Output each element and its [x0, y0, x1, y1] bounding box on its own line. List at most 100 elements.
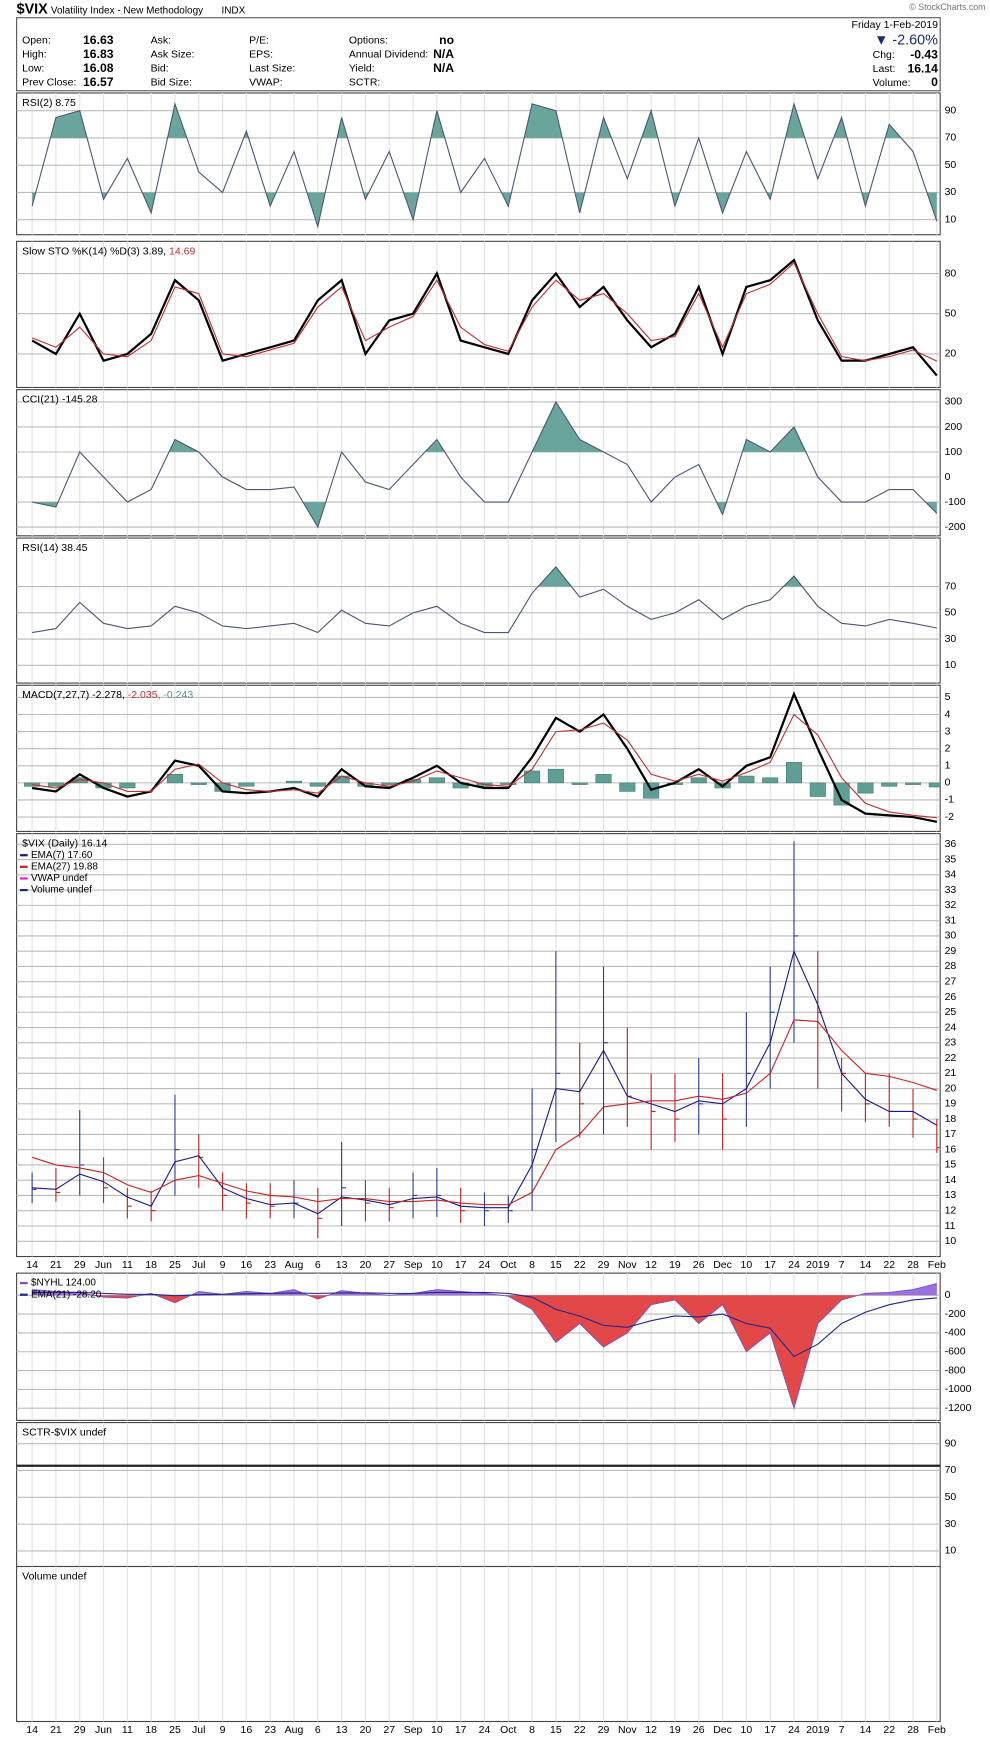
field-label: Volume: — [873, 77, 911, 89]
x-tick-label: 22 — [574, 1259, 586, 1271]
y-tick-label: -400 — [945, 1327, 966, 1339]
histogram-bar — [428, 777, 445, 784]
x-tick-label: 21 — [50, 1724, 62, 1736]
x-tick-label: Feb — [928, 1259, 946, 1271]
panel-plot — [31, 841, 941, 1239]
x-tick-label: 10 — [741, 1724, 753, 1736]
x-tick-label: Oct — [500, 1724, 516, 1736]
y-tick-label: -800 — [945, 1364, 966, 1376]
x-tick-label: Oct — [500, 1259, 516, 1271]
x-tick-label: 15 — [550, 1259, 562, 1271]
x-tick-label: 2019 — [806, 1724, 830, 1736]
field-value: N/A — [433, 61, 454, 75]
y-tick-label: 26 — [945, 991, 957, 1003]
y-tick-label: -200 — [945, 521, 966, 533]
field-label: Bid Size: — [151, 77, 192, 89]
y-tick-label: 50 — [945, 308, 957, 320]
y-tick-label: 1 — [945, 760, 951, 772]
histogram-bar — [905, 782, 922, 785]
series-line — [32, 400, 938, 529]
series-line — [32, 949, 938, 1215]
panel-label: Slow STO %K(14) %D(3) 3.89, 14.69 — [22, 245, 195, 257]
y-tick-label: 4 — [945, 708, 951, 720]
x-tick-label: Jun — [95, 1259, 112, 1271]
field-label: EPS: — [249, 49, 273, 61]
y-tick-label: 24 — [945, 1021, 957, 1033]
x-tick-label: 6 — [315, 1724, 321, 1736]
x-tick-label: Aug — [285, 1724, 304, 1736]
x-tick-label: 12 — [645, 1724, 657, 1736]
field-label: Yield: — [349, 63, 375, 75]
x-tick-label: Nov — [618, 1259, 637, 1271]
x-tick-label: Nov — [618, 1724, 637, 1736]
histogram-bar — [166, 774, 183, 784]
histogram-bar — [571, 782, 588, 785]
legend-label: EMA(27) 19.88 — [31, 861, 98, 872]
x-tick-label: Feb — [928, 1724, 946, 1736]
panel-frame — [16, 684, 941, 832]
panel-frame — [16, 1565, 941, 1723]
y-tick-label: 30 — [945, 1518, 957, 1530]
y-tick-label: 10 — [945, 1235, 957, 1247]
series-line — [32, 1283, 937, 1410]
field-label: Chg: — [873, 49, 895, 61]
panel-frame — [16, 833, 941, 1258]
legend-label: EMA(21) -28.20 — [31, 1289, 102, 1300]
field-label: High: — [22, 49, 47, 61]
histogram-bar — [857, 782, 874, 794]
watermark: © StockCharts.com — [909, 2, 985, 12]
y-tick-label: -2 — [945, 811, 954, 823]
y-tick-label: -1000 — [945, 1383, 972, 1395]
histogram-bar — [785, 762, 803, 784]
x-tick-label: 17 — [764, 1259, 776, 1271]
y-tick-label: 50 — [945, 607, 957, 619]
x-tick-label: 20 — [360, 1724, 372, 1736]
x-tick-label: 22 — [883, 1259, 895, 1271]
y-tick-label: 33 — [945, 884, 957, 896]
x-tick-label: 14 — [860, 1724, 872, 1736]
x-tick-label: 26 — [693, 1259, 705, 1271]
panel-frame — [16, 92, 941, 236]
y-tick-label: 11 — [945, 1220, 956, 1232]
x-tick-label: 12 — [645, 1259, 657, 1271]
x-tick-label: Jul — [192, 1259, 205, 1271]
field-label: Ask Size: — [151, 49, 195, 61]
panel-frame — [16, 537, 941, 684]
y-tick-label: 50 — [945, 1491, 957, 1503]
x-tick-label: 24 — [788, 1259, 800, 1271]
x-tick-label: 20 — [360, 1259, 372, 1271]
x-tick-label: 15 — [550, 1724, 562, 1736]
label-part: CCI(21) -145.28 — [22, 393, 97, 405]
histogram-bar — [809, 782, 826, 797]
field-label: Prev Close: — [22, 77, 76, 89]
x-tick-label: 11 — [122, 1724, 133, 1736]
legend-label: VWAP undef — [31, 873, 88, 884]
x-tick-label: 10 — [431, 1724, 443, 1736]
panel-frame — [16, 240, 941, 389]
panel-plot — [31, 258, 938, 377]
x-tick-label: 8 — [529, 1724, 535, 1736]
y-tick-label: 100 — [945, 446, 963, 458]
y-tick-label: 19 — [945, 1098, 957, 1110]
label-part: RSI(14) 38.45 — [22, 542, 88, 554]
histogram-bar — [524, 770, 541, 784]
histogram-bar — [381, 782, 398, 785]
field-value: 16.57 — [83, 75, 114, 89]
date: Friday 1-Feb-2019 — [852, 19, 939, 31]
y-tick-label: 70 — [945, 1464, 957, 1476]
x-tick-label: 7 — [839, 1724, 845, 1736]
field-label: Options: — [349, 35, 388, 47]
histogram-bar — [285, 780, 303, 784]
y-tick-label: 2 — [945, 742, 951, 754]
y-tick-label: 5 — [945, 691, 951, 703]
histogram-bar — [881, 782, 898, 787]
field-value: 0 — [931, 75, 938, 89]
histogram-bar — [119, 782, 136, 789]
x-tick-label: 26 — [693, 1724, 705, 1736]
y-tick-label: 27 — [945, 976, 957, 988]
y-tick-label: 3 — [945, 725, 951, 737]
y-tick-label: 32 — [945, 899, 957, 911]
field-value: 16.14 — [908, 61, 939, 75]
y-tick-label: 70 — [945, 580, 957, 592]
